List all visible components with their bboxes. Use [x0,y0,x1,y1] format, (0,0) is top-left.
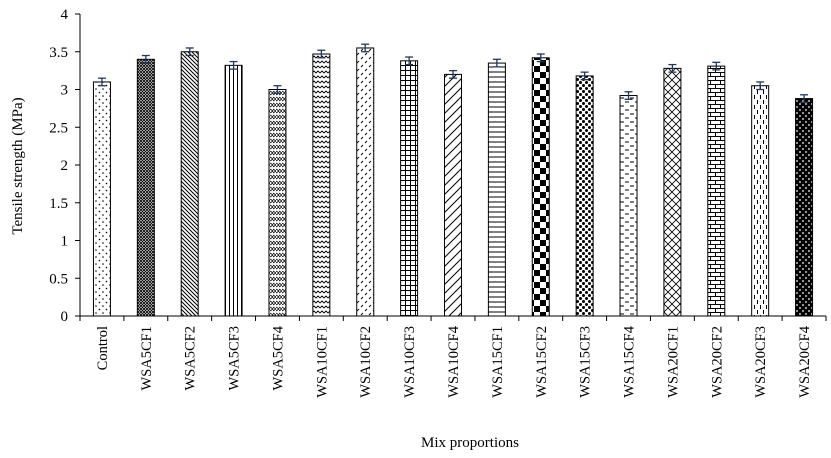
error-bar-wsa20cf2 [712,61,721,71]
bar-wsa20cf4 [795,98,814,317]
error-bar-wsa10cf3 [405,56,414,66]
error-bar-wsa5cf1 [141,54,150,64]
y-axis-tick-labels: 0 0.5 1 1.5 2 2.5 3 3.5 4 [49,7,68,325]
bar-wsa20cf2 [707,65,726,317]
error-bar-wsa15cf2 [536,53,545,63]
error-bar-wsa15cf3 [580,71,589,81]
x-category-label: WSA20CF4 [797,325,813,397]
y-tick-label: 2 [61,158,69,174]
x-category-label: WSA10CF1 [314,326,330,398]
error-bar-wsa15cf4 [624,91,633,100]
error-bar-wsa5cf2 [185,47,194,57]
y-tick-label: 0 [61,309,69,325]
error-bar-wsa5cf3 [229,60,238,70]
bar-control [92,81,111,317]
bar-wsa20cf3 [751,85,770,317]
bar-wsa15cf3 [575,75,594,317]
bar-wsa10cf1 [312,53,331,317]
x-category-label: WSA15CF3 [578,326,594,398]
error-bar-control [97,77,106,87]
x-category-label: WSA15CF1 [490,326,506,398]
error-bar-wsa10cf2 [361,43,370,53]
x-category-label: WSA5CF3 [227,326,243,390]
x-category-label: WSA5CF4 [270,325,286,390]
x-category-label: WSA5CF1 [139,326,155,390]
y-axis-title: Tensile strength (MPa) [10,97,26,234]
x-axis-ticks [79,316,827,321]
error-bars-group [97,43,809,103]
bar-wsa15cf4 [619,95,638,317]
error-bar-wsa10cf1 [317,49,326,59]
bar-wsa10cf4 [444,73,462,317]
x-category-label: WSA15CF2 [534,326,550,398]
x-category-label: WSA10CF4 [446,325,462,397]
y-tick-label: 3 [61,83,69,99]
error-bar-wsa10cf4 [449,69,457,79]
x-category-label: WSA5CF2 [183,326,199,390]
error-bar-wsa20cf1 [668,63,677,73]
bar-wsa15cf2 [531,57,550,317]
x-axis-title: Mix proportions [421,435,519,451]
y-axis-ticks [75,13,80,317]
x-category-label: WSA15CF4 [622,325,638,397]
error-bar-wsa20cf3 [756,81,765,91]
x-category-label: WSA10CF3 [402,326,418,398]
y-tick-label: 3.5 [49,45,68,61]
y-tick-label: 1 [61,234,69,250]
error-bar-wsa5cf4 [273,85,282,94]
bar-wsa5cf4 [268,89,287,317]
bar-wsa15cf1 [487,62,506,317]
bar-wsa5cf1 [136,58,155,317]
x-category-label: WSA20CF2 [709,326,725,398]
x-category-label: Control [95,326,111,370]
error-bar-wsa15cf1 [492,58,501,68]
y-tick-label: 2.5 [49,120,68,136]
x-category-label: WSA20CF1 [665,326,681,398]
x-category-label: WSA10CF2 [358,326,374,398]
bar-wsa10cf3 [400,60,419,317]
y-tick-label: 0.5 [49,271,68,287]
x-category-label: WSA20CF3 [753,326,769,398]
y-tick-label: 1.5 [49,196,68,212]
x-axis-category-labels: Control WSA5CF1 WSA5CF2 WSA5CF3 WSA5CF4 WSA10… [95,325,813,397]
bar-wsa20cf1 [663,67,682,317]
bar-wsa5cf3 [224,64,243,317]
bar-wsa10cf2 [356,47,375,317]
error-bar-wsa20cf4 [800,94,809,103]
bars-group [92,47,814,317]
bar-wsa5cf2 [180,51,199,317]
y-tick-label: 4 [61,7,69,23]
